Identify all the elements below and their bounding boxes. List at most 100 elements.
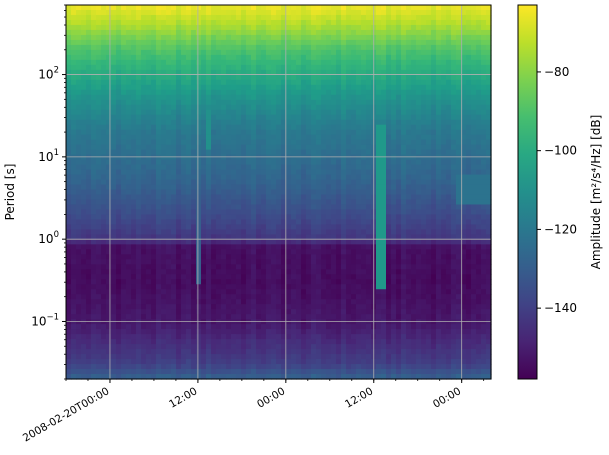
heatmap-cell: [321, 324, 327, 330]
heatmap-cell: [386, 259, 392, 265]
heatmap-cell: [226, 114, 232, 121]
heatmap-cell: [286, 154, 292, 161]
heatmap-cell: [101, 249, 107, 255]
heatmap-cell: [191, 104, 197, 111]
heatmap-cell: [316, 74, 322, 81]
heatmap-cell: [76, 189, 82, 196]
heatmap-cell: [276, 154, 282, 161]
heatmap-cell: [296, 324, 302, 330]
heatmap-cell: [111, 354, 117, 360]
heatmap-cell: [96, 39, 102, 46]
heatmap-cell: [291, 269, 297, 275]
heatmap-cell: [121, 239, 127, 245]
heatmap-cell: [91, 104, 97, 111]
heatmap-cell: [291, 129, 297, 136]
heatmap-cell: [351, 159, 357, 166]
heatmap-cell: [276, 259, 282, 265]
heatmap-cell: [271, 199, 277, 206]
heatmap-cell: [106, 129, 112, 136]
heatmap-cell: [386, 229, 392, 235]
heatmap-cell: [391, 254, 397, 260]
heatmap-cell: [76, 179, 82, 186]
heatmap-cell: [201, 34, 207, 41]
heatmap-cell: [331, 199, 337, 206]
heatmap-cell: [206, 139, 212, 146]
heatmap-cell: [141, 289, 147, 295]
heatmap-cell: [221, 159, 227, 166]
heatmap-cell: [381, 24, 387, 31]
heatmap-cell: [231, 269, 237, 275]
heatmap-cell: [206, 39, 212, 46]
heatmap-cell: [156, 239, 162, 245]
heatmap-cell: [281, 314, 287, 320]
heatmap-cell: [336, 359, 342, 365]
heatmap-cell: [116, 34, 122, 41]
heatmap-cell: [121, 304, 127, 310]
heatmap-cell: [251, 59, 257, 66]
heatmap-cell: [256, 49, 262, 56]
heatmap-cell: [226, 324, 232, 330]
heatmap-cell: [186, 364, 192, 370]
heatmap-cell: [106, 284, 112, 290]
heatmap-cell: [326, 114, 332, 121]
heatmap-cell: [221, 294, 227, 300]
heatmap-cell: [146, 59, 152, 66]
heatmap-cell: [231, 294, 237, 300]
heatmap-cell: [156, 69, 162, 76]
heatmap-cell: [311, 209, 317, 216]
heatmap-cell: [386, 254, 392, 260]
heatmap-cell: [221, 269, 227, 275]
heatmap-cell: [126, 164, 132, 171]
heatmap-cell: [186, 5, 192, 11]
heatmap-cell: [351, 324, 357, 330]
heatmap-cell: [221, 229, 227, 235]
heatmap-cell: [311, 229, 317, 235]
heatmap-cell: [131, 309, 137, 315]
heatmap-cell: [176, 344, 182, 350]
heatmap-cell: [306, 374, 312, 380]
heatmap-cell: [81, 104, 87, 111]
heatmap-cell: [176, 224, 182, 230]
heatmap-cell: [66, 69, 72, 76]
heatmap-cell: [236, 39, 242, 46]
heatmap-cell: [66, 324, 72, 330]
heatmap-cell: [261, 204, 267, 211]
heatmap-cell: [161, 359, 167, 365]
heatmap-cell: [376, 354, 382, 360]
heatmap-cell: [261, 214, 267, 221]
heatmap-cell: [306, 94, 312, 101]
heatmap-cell: [81, 304, 87, 310]
heatmap-cell: [351, 119, 357, 126]
heatmap-cell: [111, 254, 117, 260]
heatmap-cell: [271, 174, 277, 181]
heatmap-cell: [326, 59, 332, 66]
heatmap-cell: [86, 159, 92, 166]
heatmap-cell: [76, 274, 82, 280]
heatmap-cell: [246, 74, 252, 81]
heatmap-cell: [131, 179, 137, 186]
heatmap-cell: [226, 259, 232, 265]
heatmap-cell: [196, 24, 202, 31]
heatmap-cell: [286, 319, 292, 325]
heatmap-cell: [306, 59, 312, 66]
heatmap-cell: [336, 174, 342, 181]
heatmap-cell: [236, 374, 242, 380]
heatmap-cell: [271, 39, 277, 46]
heatmap-cell: [101, 79, 107, 86]
heatmap-cell: [76, 74, 82, 81]
heatmap-cell: [111, 264, 117, 270]
heatmap-cell: [211, 164, 217, 171]
heatmap-cell: [276, 249, 282, 255]
heatmap-cell: [276, 119, 282, 126]
heatmap-cell: [296, 289, 302, 295]
heatmap-cell: [386, 29, 392, 36]
heatmap-cell: [101, 24, 107, 31]
heatmap-cell: [141, 9, 147, 16]
heatmap-cell: [91, 364, 97, 370]
heatmap-cell: [386, 294, 392, 300]
heatmap-cell: [171, 199, 177, 206]
heatmap-cell: [281, 239, 287, 245]
heatmap-cell: [356, 14, 362, 21]
heatmap-cell: [141, 279, 147, 285]
heatmap-cell: [321, 289, 327, 295]
